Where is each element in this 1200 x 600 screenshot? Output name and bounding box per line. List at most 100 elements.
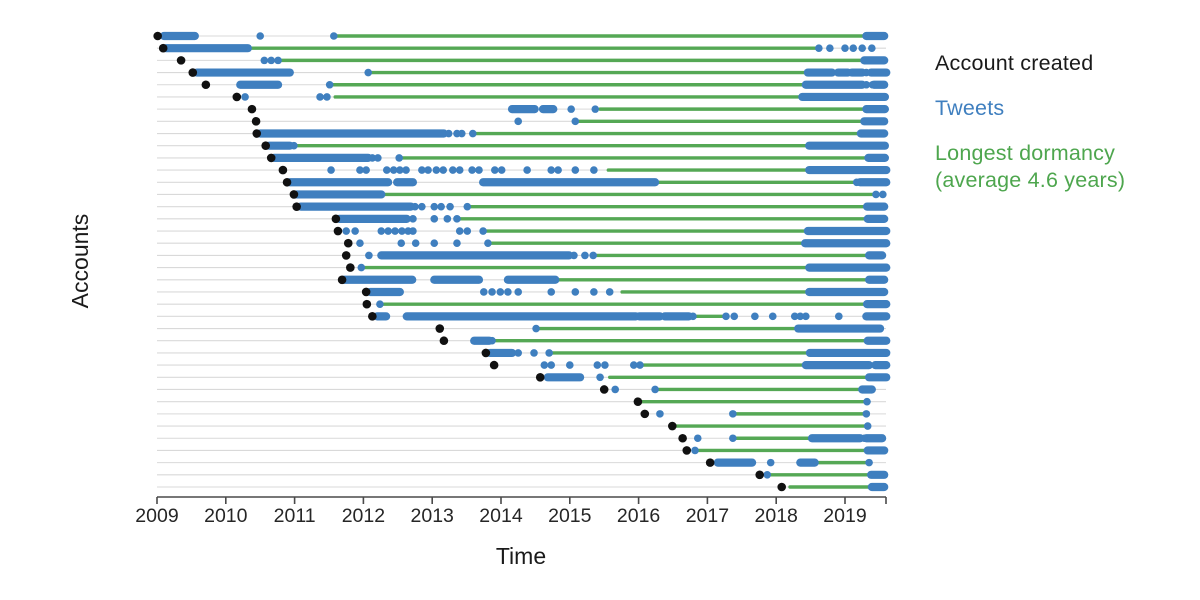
- tweet-dot: [815, 44, 823, 52]
- tweet-dot: [868, 80, 877, 89]
- x-tick-label: 2009: [135, 505, 178, 527]
- x-tick-label: 2012: [342, 505, 385, 527]
- tweet-dot: [766, 458, 775, 467]
- tweet-dot: [418, 166, 426, 174]
- tweet-dot: [356, 166, 364, 174]
- account-created-dot: [368, 312, 377, 321]
- tweet-dot: [790, 312, 799, 321]
- account-created-dot: [362, 299, 372, 309]
- tweet-dot: [384, 227, 392, 235]
- tweet-dot: [722, 312, 730, 321]
- tweet-dot: [570, 251, 578, 260]
- x-tick-label: 2014: [479, 505, 523, 527]
- tweet-dot: [872, 190, 880, 199]
- account-created-dot: [640, 409, 650, 419]
- tweet-dot: [468, 129, 477, 138]
- account-created-dot: [343, 238, 353, 248]
- tweet-dot: [865, 458, 873, 467]
- tweet-dot: [693, 434, 702, 443]
- tweet-dot: [364, 68, 373, 77]
- tweet-dot: [571, 288, 580, 296]
- tweet-dot: [581, 251, 589, 260]
- tweet-dot: [409, 227, 417, 235]
- tweet-dot: [514, 288, 522, 296]
- y-axis-title: Accounts: [67, 214, 93, 309]
- tweet-dot: [430, 215, 439, 223]
- account-created-dot: [341, 251, 351, 260]
- tweet-dot: [636, 361, 644, 369]
- tweet-dot: [863, 422, 872, 430]
- account-created-dot: [668, 421, 677, 431]
- tweet-dot: [629, 361, 638, 369]
- tweet-dot: [395, 154, 403, 162]
- tweet-dot: [730, 312, 739, 321]
- x-tick-label: 2016: [617, 505, 660, 527]
- tweet-dot: [463, 227, 472, 235]
- tweet-dot: [591, 105, 600, 113]
- account-created-dot: [435, 324, 445, 333]
- tweet-dot: [601, 361, 609, 369]
- tweet-dot: [391, 227, 399, 235]
- tweet-dot: [611, 385, 620, 394]
- tweet-dot: [241, 93, 249, 101]
- account-created-dot: [633, 397, 643, 406]
- account-created-dot: [346, 263, 355, 272]
- legend-tweets: Tweets: [935, 95, 1005, 120]
- tweet-dot: [763, 471, 772, 479]
- account-created-dot: [266, 153, 276, 163]
- tweet-dot: [362, 166, 370, 174]
- account-created-dot: [678, 433, 687, 443]
- account-created-dot: [535, 372, 545, 382]
- tweet-dot: [323, 93, 331, 101]
- tweet-dot: [468, 166, 476, 174]
- tweet-dot: [374, 154, 382, 162]
- tweet-dot: [862, 68, 871, 77]
- tweet-dot: [316, 93, 324, 101]
- tweet-dot: [868, 44, 876, 52]
- x-tick-label: 2019: [823, 505, 866, 527]
- account-created-dot: [337, 275, 347, 285]
- tweet-dot: [852, 178, 861, 187]
- tweet-dot: [605, 288, 614, 296]
- tweet-dot: [729, 434, 737, 443]
- tweet-dot: [589, 251, 597, 260]
- tweet-dot: [376, 300, 384, 308]
- account-created-dot: [777, 482, 787, 492]
- tweet-dot: [327, 166, 335, 174]
- account-created-dot: [201, 80, 211, 90]
- tweet-dot: [849, 44, 858, 52]
- tweet-dot: [457, 129, 466, 138]
- x-axis-title: Time: [496, 543, 546, 569]
- tweet-dot: [590, 288, 598, 296]
- tweet-dot: [488, 288, 496, 296]
- tweet-dot: [504, 288, 512, 296]
- tweet-dot: [274, 56, 282, 65]
- tweet-dot: [547, 361, 556, 369]
- tweet-dot: [260, 56, 269, 65]
- tweet-dot: [656, 410, 664, 418]
- tweet-dot: [801, 312, 810, 321]
- tweet-dot: [862, 410, 871, 418]
- tweet-dot: [826, 44, 834, 52]
- tweet-dot: [497, 166, 506, 174]
- tweet-dot: [351, 227, 359, 235]
- tweet-dot: [397, 239, 406, 248]
- tweet-dot: [455, 166, 464, 174]
- x-tick-label: 2017: [686, 505, 729, 527]
- tweet-dot: [540, 361, 549, 369]
- tweet-dot: [523, 166, 531, 174]
- tweet-dot: [357, 263, 366, 272]
- account-created-dot: [481, 348, 491, 358]
- tweet-dot: [453, 215, 461, 223]
- account-created-dot: [188, 68, 198, 77]
- tweet-dot: [858, 44, 866, 52]
- tweet-dot: [356, 239, 364, 248]
- tweet-dot: [514, 349, 522, 357]
- tweet-dot: [424, 166, 432, 174]
- tweet-dot: [402, 166, 410, 174]
- tweet-dot: [862, 80, 871, 89]
- tweet-dot: [325, 80, 334, 89]
- tweet-dot: [532, 324, 540, 333]
- tweet-dot: [411, 239, 420, 248]
